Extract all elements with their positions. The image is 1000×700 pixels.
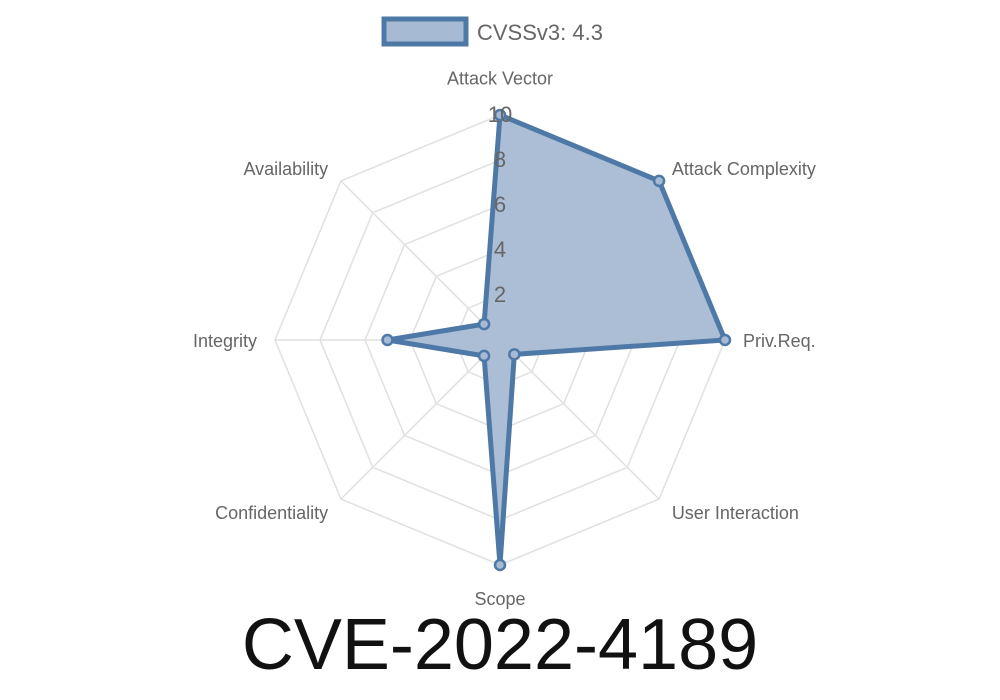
axis-label: Scope: [474, 589, 525, 609]
axis-label: Confidentiality: [215, 503, 328, 523]
data-point: [493, 108, 507, 122]
axis-line: [340, 180, 501, 341]
tick-label: 8: [494, 147, 506, 172]
axis-label: Availability: [243, 159, 328, 179]
data-point: [477, 317, 491, 331]
tick-label: 2: [494, 282, 506, 307]
data-point: [652, 174, 666, 188]
axis-label: Integrity: [193, 331, 257, 351]
tick-label: 10: [488, 102, 512, 127]
tick-label: 4: [494, 237, 506, 262]
axis-label: User Interaction: [672, 503, 799, 523]
chart-title: CVE-2022-4189: [241, 605, 759, 685]
legend-label: CVSSv3: 4.3: [477, 20, 603, 45]
axis-label: Attack Complexity: [672, 159, 816, 179]
data-point: [718, 333, 732, 347]
data-point: [508, 348, 521, 361]
legend: CVSSv3: 4.3: [381, 16, 603, 47]
legend-swatch: [381, 16, 469, 47]
axis-line: [340, 339, 501, 500]
axis-line: [499, 339, 660, 500]
axis-label: Priv.Req.: [743, 331, 816, 351]
tick-label: 6: [494, 192, 506, 217]
axis-label: Attack Vector: [447, 69, 553, 89]
data-point: [381, 333, 394, 347]
data-point: [493, 558, 507, 572]
data-point: [477, 349, 491, 363]
